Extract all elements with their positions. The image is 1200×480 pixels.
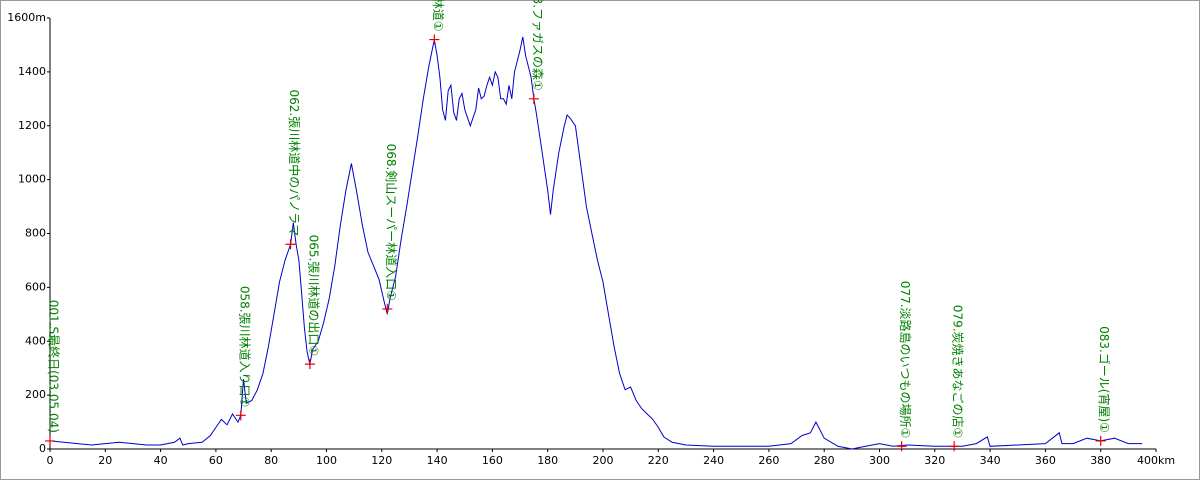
x-tick-label: 360 [1035, 454, 1056, 467]
waypoint-label: 083.ゴール(宵屋)① [1097, 326, 1112, 433]
x-tick-label: 220 [648, 454, 669, 467]
waypoint-label: 073.ファガスの森① [530, 0, 545, 91]
y-tick-label: 0 [39, 442, 46, 455]
x-tick-label: 340 [980, 454, 1001, 467]
x-tick-label: 200 [593, 454, 614, 467]
waypoint-marker [1095, 435, 1106, 446]
x-tick-label: 20 [98, 454, 112, 467]
y-tick-label: 1400 [18, 65, 46, 78]
x-tick-label: 0 [47, 454, 54, 467]
waypoint-marker [949, 441, 960, 452]
x-tick-label: 80 [264, 454, 278, 467]
x-tick-label: 60 [209, 454, 223, 467]
x-tick-label: 120 [371, 454, 392, 467]
y-tick-label: 400 [25, 334, 46, 347]
y-tick-label: 1200 [18, 119, 46, 132]
x-tick-label: 160 [482, 454, 503, 467]
waypoint-label: 058.張川林道入り口① [237, 286, 251, 407]
waypoint-marker [235, 410, 246, 421]
waypoint-marker [285, 239, 296, 250]
x-tick-label: 260 [758, 454, 779, 467]
x-tick-label: 400km [1137, 454, 1175, 467]
x-tick-label: 320 [924, 454, 945, 467]
waypoint-marker [45, 435, 55, 446]
x-tick-label: 300 [869, 454, 890, 467]
waypoint-marker [528, 93, 539, 104]
waypoint-label: 065.張川林道の出口① [306, 235, 320, 356]
x-tick-label: 180 [537, 454, 558, 467]
waypoint-marker [304, 359, 315, 370]
waypoint-label: 068.剣山スーパー林道入口① [384, 144, 398, 301]
x-tick-label: 100 [316, 454, 337, 467]
y-tick-label: 1600m [7, 11, 46, 24]
waypoint-label: 071.剣山スーパー林道① [431, 0, 445, 32]
y-tick-label: 1000 [18, 173, 46, 186]
waypoint-marker [382, 303, 393, 314]
x-tick-label: 240 [703, 454, 724, 467]
waypoint-label: 062.張川林道中のパノラマ [287, 90, 302, 237]
waypoint-label: 001.S最終日(03.05.04) [47, 300, 62, 433]
y-tick-label: 200 [25, 388, 46, 401]
x-tick-label: 380 [1090, 454, 1111, 467]
x-tick-label: 140 [427, 454, 448, 467]
x-tick-label: 280 [814, 454, 835, 467]
waypoint-label: 077.淡路島のいつもの場所① [898, 281, 913, 438]
x-tick-label: 40 [154, 454, 168, 467]
elevation-line [49, 36, 1143, 450]
waypoint-marker [429, 34, 440, 45]
waypoint-label: 079.炭焼きあなごの店① [951, 305, 966, 438]
waypoint-marker [896, 441, 907, 452]
y-tick-label: 800 [25, 227, 46, 240]
y-tick-label: 600 [25, 280, 46, 293]
